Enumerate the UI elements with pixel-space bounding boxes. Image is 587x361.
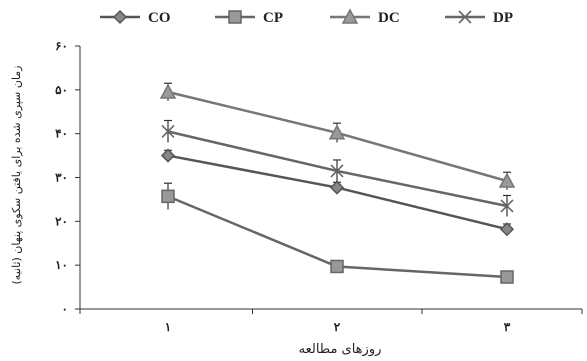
x-marker-stroke [330,164,344,178]
legend-marker [112,9,128,25]
series-dc [159,82,516,190]
x-tick-label: ۳ [504,320,511,334]
legend-label: CP [263,10,283,26]
y-tick-label: ۶۰ [55,39,68,53]
data-point [500,199,514,213]
y-tick-label: ۱۰ [55,258,68,272]
x-marker-stroke [161,124,175,139]
data-point [159,83,177,99]
data-point [329,180,345,195]
x-marker-stroke [500,199,514,213]
legend-label: CO [148,10,171,26]
data-point [498,172,516,188]
data-point [328,124,346,140]
y-tick-label: ۰ [62,302,68,316]
data-point [500,270,514,284]
y-tick-label: ۳۰ [55,171,68,185]
series-dp [161,119,514,217]
legend-label: DC [378,10,400,26]
data-point [160,148,176,163]
legend-item-dc: DC [330,8,400,26]
data-point [330,259,344,274]
x-tick-label: ۲ [334,320,341,334]
series-cp [161,182,514,284]
data-point [161,189,175,204]
x-marker-stroke [458,10,472,24]
legend-marker [341,8,359,24]
data-point [499,222,515,237]
y-tick-label: ۵۰ [55,83,68,97]
data-point [161,124,175,139]
data-point [330,164,344,178]
y-tick-label: ۲۰ [55,214,68,228]
legend-item-cp: CP [215,10,283,26]
x-tick-label: ۱ [165,320,171,334]
series-group [159,82,516,284]
legend: CO CP DC DP [100,8,513,26]
legend-item-co: CO [100,9,171,26]
x-axis-ticks: ۱ ۲ ۳ [79,309,583,334]
series-co [160,148,515,237]
x-axis-label: روزهای مطالعه [299,342,382,357]
legend-marker [228,10,242,24]
y-axis-label: زمان سپری شده برای یافتن سکوی پنهان (ثان… [10,66,23,285]
legend-item-dp: DP [445,10,513,26]
y-tick-label: ۴۰ [55,127,68,141]
legend-marker [458,10,472,24]
legend-label: DP [493,10,513,26]
y-axis-ticks: ۰ ۱۰ ۲۰ ۳۰ ۴۰ ۵۰ ۶۰ [55,39,80,316]
